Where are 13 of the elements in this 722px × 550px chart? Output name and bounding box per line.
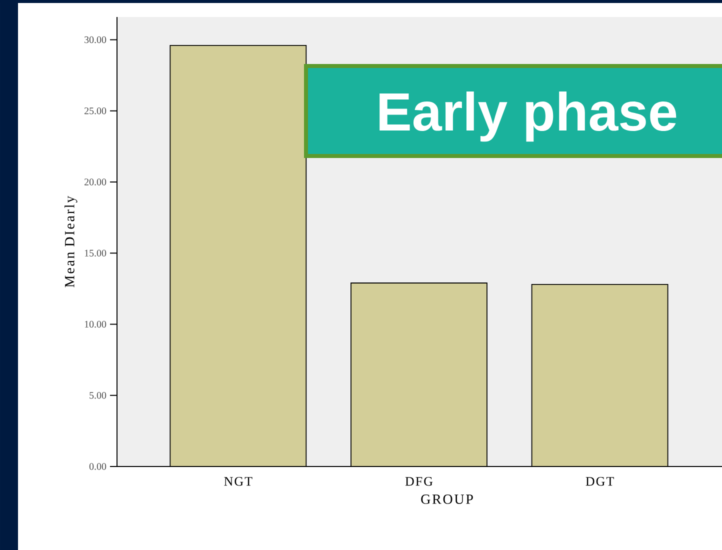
y-tick-label: 5.00: [90, 392, 106, 399]
y-tick-label: 0.00: [89, 463, 106, 470]
x-tick-label: DFG: [405, 477, 433, 486]
y-tick-label: 10.00: [84, 320, 106, 328]
y-tick-label: 20.00: [84, 178, 106, 186]
x-axis-title: GROUP: [421, 494, 473, 504]
x-tick-label: DGT: [586, 477, 614, 486]
y-tick-label: 15.00: [84, 250, 106, 257]
x-tick-label: NGT: [224, 477, 252, 486]
y-axis-title: Mean DIearly: [64, 196, 78, 288]
y-tick-label: 30.00: [84, 36, 106, 44]
y-tick-label: 25.00: [84, 108, 106, 114]
annotation: Early phase: [380, 92, 676, 142]
